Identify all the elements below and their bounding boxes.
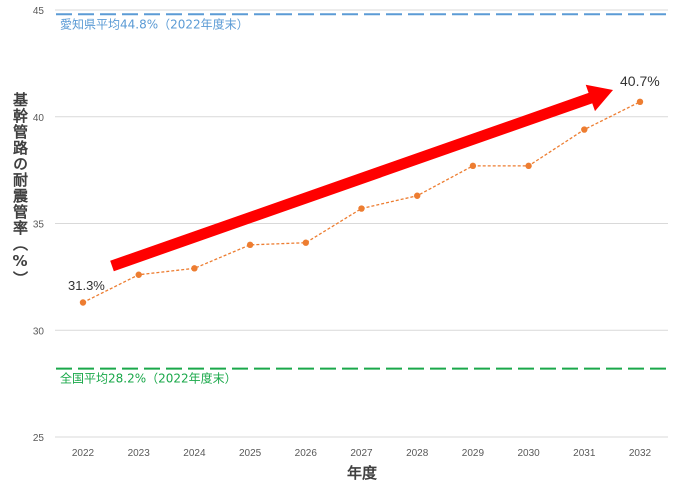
x-tick-label: 2027 — [350, 448, 373, 459]
y-tick-label: 25 — [33, 433, 45, 444]
x-tick-label: 2025 — [239, 448, 262, 459]
reference-line-label: 愛知県平均44.8%（2022年度末） — [60, 16, 249, 31]
x-tick-label: 2022 — [72, 448, 95, 459]
y-tick-labels: 25 30 35 40 45 — [33, 6, 45, 444]
grid — [55, 9, 668, 438]
data-point — [135, 271, 142, 278]
reference-lines: 愛知県平均44.8%（2022年度末） 全国平均28.2%（2022年度末） — [56, 13, 668, 386]
y-tick-label: 40 — [33, 113, 45, 124]
data-point — [414, 192, 421, 199]
end-annotation: 40.7% — [620, 73, 660, 89]
x-tick-label: 2031 — [573, 448, 596, 459]
data-point — [358, 205, 365, 212]
trend-arrow — [110, 84, 613, 272]
y-tick-label: 45 — [33, 6, 45, 17]
data-point — [191, 265, 198, 272]
series-line — [79, 98, 644, 306]
y-tick-label: 30 — [33, 326, 45, 337]
trend-arrow-head — [585, 84, 613, 112]
data-point — [581, 126, 588, 133]
trend-arrow-shaft — [110, 91, 597, 272]
y-tick-label: 35 — [33, 220, 45, 231]
data-point — [636, 98, 644, 106]
reference-line-label: 全国平均28.2%（2022年度末） — [60, 371, 237, 386]
data-point — [469, 162, 477, 170]
x-tick-label: 2030 — [517, 448, 540, 459]
y-axis-title: 基幹管路の耐震管率（%） — [11, 92, 29, 287]
x-tick-label: 2024 — [183, 448, 206, 459]
series-path — [82, 101, 641, 304]
x-tick-label: 2026 — [295, 448, 318, 459]
x-tick-label: 2028 — [406, 448, 429, 459]
x-axis-title: 年度 — [347, 464, 378, 482]
data-point — [302, 239, 309, 246]
data-point — [525, 162, 532, 170]
data-point — [246, 241, 254, 249]
x-tick-label: 2029 — [462, 448, 485, 459]
data-point — [79, 299, 87, 306]
x-tick-label: 2032 — [629, 448, 652, 459]
x-tick-labels: 2022 2023 2024 2025 2026 2027 2028 2029 2030 2031… — [72, 448, 652, 459]
start-annotation: 31.3% — [68, 278, 105, 293]
x-tick-label: 2023 — [128, 448, 151, 459]
